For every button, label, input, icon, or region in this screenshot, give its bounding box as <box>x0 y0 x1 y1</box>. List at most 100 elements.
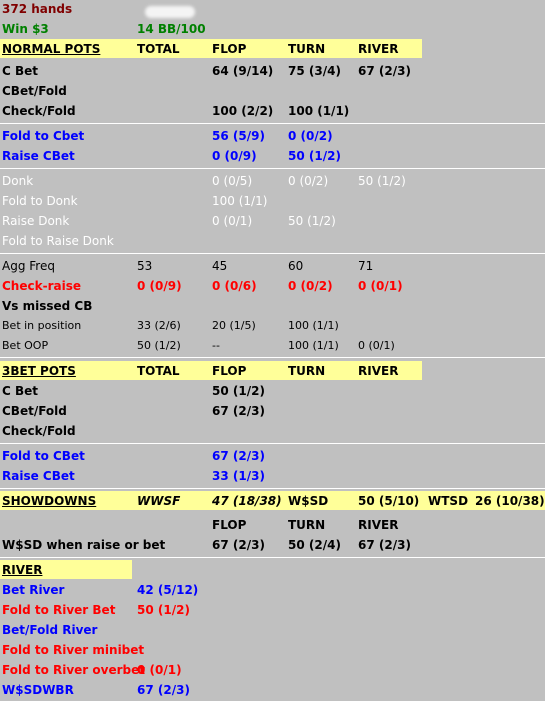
raise-donk-flop: 0 (0/1) <box>212 214 253 228</box>
agg-freq-total: 53 <box>137 259 153 273</box>
col-river: RIVER <box>358 42 399 56</box>
wsd-label: W$SD <box>288 494 329 508</box>
cbet-fold-label: CBet/Fold <box>2 84 67 98</box>
fold-to-river-bet-value: 50 (1/2) <box>137 603 190 617</box>
bet-in-position-turn: 100 (1/1) <box>288 319 339 332</box>
bet-oop-total: 50 (1/2) <box>137 339 181 352</box>
normal-pots-header <box>0 39 422 58</box>
bet-oop-river: 0 (0/1) <box>358 339 395 352</box>
col-turn: TURN <box>288 364 326 378</box>
wsdwbr-label: W$SDWBR <box>2 683 74 697</box>
wwsf-label: WWSF <box>137 494 181 508</box>
divider <box>0 253 545 254</box>
wsd-raise-river: 67 (2/3) <box>358 538 411 552</box>
agg-freq-label: Agg Freq <box>2 259 55 273</box>
wwsf-value: 47 (18/38) <box>212 494 282 508</box>
bet-oop-label: Bet OOP <box>2 339 49 352</box>
col-total: TOTAL <box>137 42 180 56</box>
col-river: RIVER <box>358 364 399 378</box>
agg-freq-turn: 60 <box>288 259 304 273</box>
check-fold-turn: 100 (1/1) <box>288 104 350 118</box>
bet-fold-river-label: Bet/Fold River <box>2 623 98 637</box>
bet-river-label: Bet River <box>2 583 65 597</box>
raise-donk-label: Raise Donk <box>2 214 70 228</box>
showdowns-title: SHOWDOWNS <box>2 494 97 508</box>
wsd-raise-flop: 67 (2/3) <box>212 538 265 552</box>
redacted-player-name <box>145 6 195 18</box>
col-flop: FLOP <box>212 42 247 56</box>
donk-label: Donk <box>2 174 34 188</box>
cbet-turn: 75 (3/4) <box>288 64 341 78</box>
threebet-raise-cbet-label: Raise CBet <box>2 469 75 483</box>
cbet-label: C Bet <box>2 64 39 78</box>
raise-donk-turn: 50 (1/2) <box>288 214 336 228</box>
win-amount: Win $3 <box>2 22 49 36</box>
threebet-fold-to-cbet-flop: 67 (2/3) <box>212 449 265 463</box>
check-raise-total: 0 (0/9) <box>137 279 182 293</box>
wtsd-value: 26 (10/38) <box>475 494 545 508</box>
hands-count: 372 hands <box>2 2 73 16</box>
bet-oop-flop: -- <box>212 339 220 352</box>
col-total: TOTAL <box>137 364 180 378</box>
col-flop: FLOP <box>212 364 247 378</box>
wsd-raise-label: W$SD when raise or bet <box>2 538 166 552</box>
check-fold-flop: 100 (2/2) <box>212 104 274 118</box>
threebet-pots-header <box>0 361 422 380</box>
fold-to-river-minibet-label: Fold to River minibet <box>2 643 145 657</box>
wsd-raise-turn: 50 (2/4) <box>288 538 341 552</box>
sd-col-turn: TURN <box>288 518 326 532</box>
divider <box>0 443 545 444</box>
raise-cbet-turn: 50 (1/2) <box>288 149 341 163</box>
river-title: RIVER <box>2 563 43 577</box>
raise-cbet-label: Raise CBet <box>2 149 75 163</box>
normal-pots-title: NORMAL POTS <box>2 42 101 56</box>
fold-to-cbet-flop: 56 (5/9) <box>212 129 265 143</box>
vs-missed-cb-label: Vs missed CB <box>2 299 93 313</box>
threebet-cbet-flop: 50 (1/2) <box>212 384 265 398</box>
bet-in-position-total: 33 (2/6) <box>137 319 181 332</box>
check-raise-river: 0 (0/1) <box>358 279 403 293</box>
check-raise-label: Check-raise <box>2 279 81 293</box>
threebet-pots-title: 3BET POTS <box>2 364 76 378</box>
wsd-value: 50 (5/10) <box>358 494 420 508</box>
bet-in-position-label: Bet in position <box>2 319 82 332</box>
bb-per-100: 14 BB/100 <box>137 22 206 36</box>
cbet-river: 67 (2/3) <box>358 64 411 78</box>
sd-col-flop: FLOP <box>212 518 247 532</box>
fold-to-raise-donk-label: Fold to Raise Donk <box>2 234 114 248</box>
bet-river-value: 42 (5/12) <box>137 583 199 597</box>
threebet-cbet-fold-label: CBet/Fold <box>2 404 67 418</box>
cbet-flop: 64 (9/14) <box>212 64 274 78</box>
threebet-raise-cbet-flop: 33 (1/3) <box>212 469 265 483</box>
donk-flop: 0 (0/5) <box>212 174 253 188</box>
fold-to-donk-label: Fold to Donk <box>2 194 78 208</box>
divider <box>0 488 545 489</box>
fold-to-donk-flop: 100 (1/1) <box>212 194 268 208</box>
river-header <box>0 560 132 579</box>
divider <box>0 357 545 358</box>
fold-to-river-bet-label: Fold to River Bet <box>2 603 116 617</box>
threebet-fold-to-cbet-label: Fold to CBet <box>2 449 85 463</box>
agg-freq-river: 71 <box>358 259 374 273</box>
divider <box>0 557 545 558</box>
threebet-cbet-label: C Bet <box>2 384 39 398</box>
bet-oop-turn: 100 (1/1) <box>288 339 339 352</box>
fold-to-cbet-turn: 0 (0/2) <box>288 129 333 143</box>
fold-to-river-overbet-value: 0 (0/1) <box>137 663 182 677</box>
sd-col-river: RIVER <box>358 518 399 532</box>
wsdwbr-value: 67 (2/3) <box>137 683 190 697</box>
donk-river: 50 (1/2) <box>358 174 406 188</box>
divider <box>0 123 545 124</box>
bet-in-position-flop: 20 (1/5) <box>212 319 256 332</box>
wtsd-label: WTSD <box>428 494 469 508</box>
divider <box>0 168 545 169</box>
check-raise-flop: 0 (0/6) <box>212 279 257 293</box>
showdowns-header <box>0 491 545 510</box>
threebet-check-fold-label: Check/Fold <box>2 424 76 438</box>
fold-to-river-overbet-label: Fold to River overbet <box>2 663 145 677</box>
raise-cbet-flop: 0 (0/9) <box>212 149 257 163</box>
col-turn: TURN <box>288 42 326 56</box>
donk-turn: 0 (0/2) <box>288 174 329 188</box>
fold-to-cbet-label: Fold to Cbet <box>2 129 85 143</box>
agg-freq-flop: 45 <box>212 259 228 273</box>
